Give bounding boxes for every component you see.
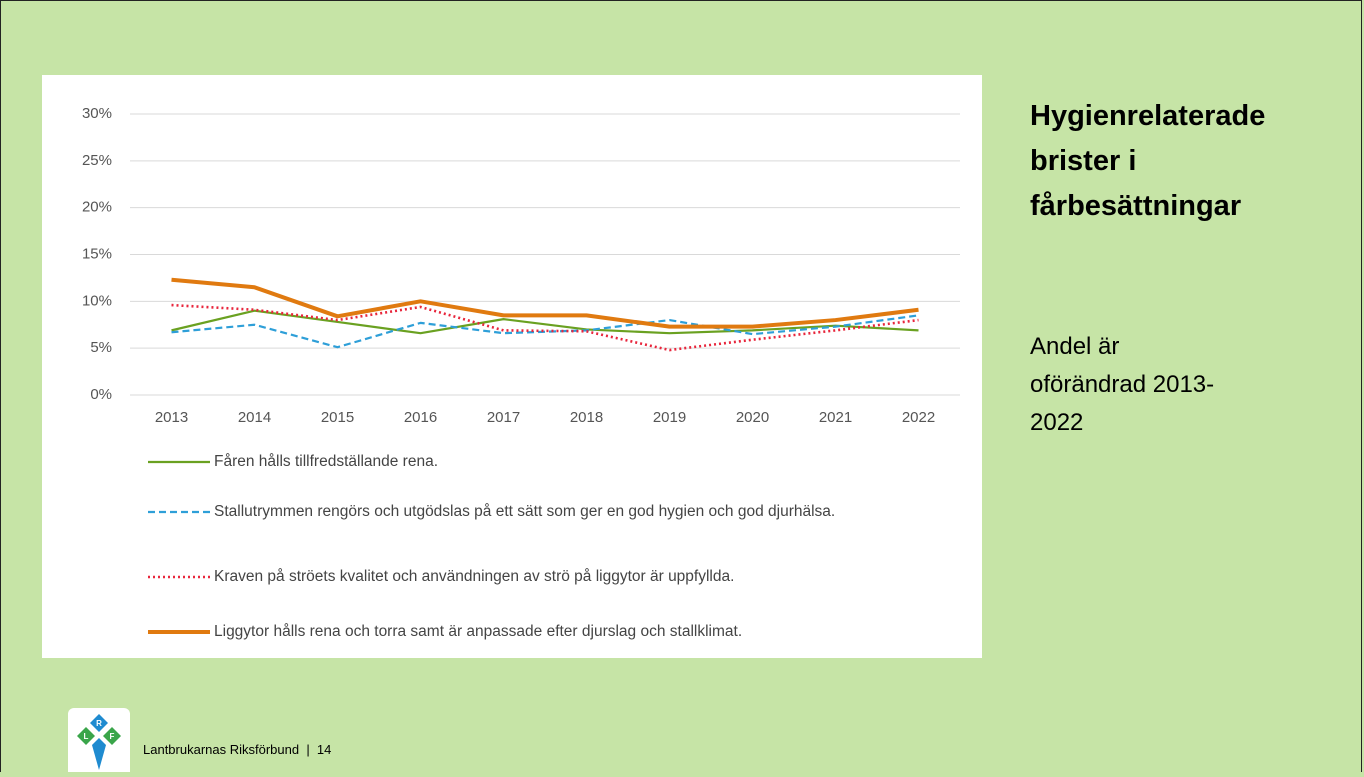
y-tick-label: 30% (82, 105, 112, 122)
legend-label: Stallutrymmen rengörs och utgödslas på e… (214, 503, 836, 520)
series-line (171, 314, 919, 349)
x-tick-label: 2014 (238, 409, 271, 426)
x-tick-label: 2018 (570, 409, 603, 426)
y-tick-label: 20% (82, 199, 112, 216)
legend-swatch (148, 510, 210, 514)
legend-swatch (148, 630, 210, 634)
chart-panel: 0% 5% 10% 15% 20% 25% 30% 2013 2014 2015 2016 2017 2… (42, 75, 982, 658)
series-line (171, 309, 919, 335)
y-tick-label: 15% (82, 245, 112, 262)
legend-item: Liggytor hålls rena och torra samt är an… (148, 622, 878, 642)
logo-mark: R L F (77, 714, 121, 770)
x-tick-label: 2015 (321, 409, 354, 426)
logo: R L F (68, 708, 130, 772)
legend-item: Stallutrymmen rengörs och utgödslas på e… (148, 502, 878, 522)
y-tick-label: 25% (82, 152, 112, 169)
x-tick-label: 2016 (404, 409, 437, 426)
legend-item: Kraven på ströets kvalitet och användnin… (148, 567, 878, 587)
x-tick-label: 2019 (653, 409, 686, 426)
slide-subtitle: Andel är oförändrad 2013-2022 (1030, 333, 1215, 436)
logo-letter: L (84, 732, 89, 741)
legend-label: Kraven på ströets kvalitet och användnin… (214, 568, 735, 585)
logo-letter: R (96, 719, 102, 728)
slide-title: Hygienrelaterade brister i fårbesättning… (1030, 100, 1266, 222)
x-tick-label: 2020 (736, 409, 769, 426)
legend-label: Liggytor hålls rena och torra samt är an… (214, 623, 743, 640)
logo-letter: F (110, 732, 115, 741)
chart: 0% 5% 10% 15% 20% 25% 30% 2013 2014 2015 2016 2017 2… (82, 105, 960, 426)
footer: Lantbrukarnas Riksförbund | 14 (143, 742, 332, 757)
legend-swatch (148, 460, 210, 464)
x-tick-label: 2013 (155, 409, 188, 426)
x-tick-label: 2017 (487, 409, 520, 426)
y-tick-label: 10% (82, 292, 112, 309)
x-tick-label: 2021 (819, 409, 852, 426)
legend-swatch (148, 575, 210, 579)
y-tick-label: 5% (90, 339, 112, 356)
x-tick-label: 2022 (902, 409, 935, 426)
legend-label: Fåren hålls tillfredställande rena. (214, 453, 439, 470)
legend-item: Fåren hålls tillfredställande rena. (148, 452, 878, 472)
y-tick-label: 0% (90, 386, 112, 403)
series-line (171, 277, 919, 329)
series-line (171, 303, 919, 352)
